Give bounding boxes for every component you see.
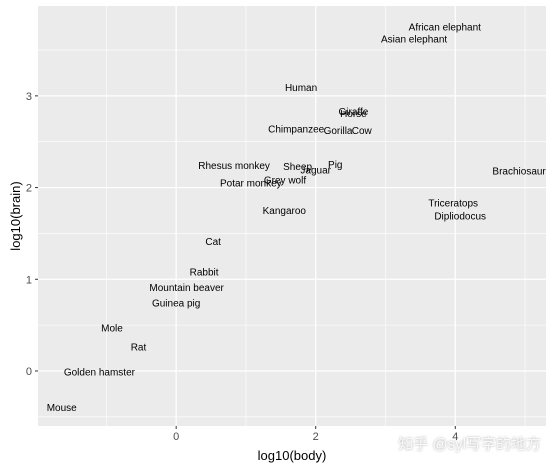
y-tick-label: 0 (26, 366, 32, 378)
point-label: Brachiosaurus (492, 167, 555, 178)
point-label: Dipliodocus (434, 212, 486, 223)
x-tick-label: 4 (452, 431, 458, 443)
watermark: 知乎 @syl写字的地方 (398, 436, 541, 453)
point-label: Cow (352, 126, 373, 137)
y-tick-label: 3 (26, 91, 32, 103)
point-label: Rat (131, 343, 147, 354)
point-label: Giraffe (338, 107, 368, 118)
grid-minor (38, 6, 546, 426)
point-label: Potar monkey (220, 178, 282, 189)
point-label: Chimpanzee (268, 124, 325, 135)
point-label: African elephant (409, 23, 481, 34)
x-axis-title: log10(body) (258, 448, 327, 463)
point-label: Mole (101, 323, 123, 334)
axis-ticks (35, 95, 456, 429)
point-label: Golden hamster (64, 367, 136, 378)
point-label: Mouse (47, 403, 77, 414)
plot-panel (38, 6, 546, 426)
point-label: Cat (205, 237, 221, 248)
x-tick-label: 0 (173, 431, 179, 443)
point-label: Horse (340, 109, 367, 120)
y-tick-label: 1 (26, 274, 32, 286)
point-label: Gorilla (324, 126, 353, 137)
point-label: Rhesus monkey (198, 161, 270, 172)
point-label: Grey wolf (264, 176, 306, 187)
y-tick-label: 2 (26, 183, 32, 195)
point-label: Sheep (283, 162, 312, 173)
point-label: Rabbit (190, 267, 219, 278)
point-label: Asian elephant (381, 35, 447, 46)
point-label: Human (285, 83, 317, 94)
point-label: Mountain beaver (149, 283, 224, 294)
axis-tick-labels: 0 2 4 0 1 2 3 (26, 91, 458, 443)
point-label: Guinea pig (152, 299, 200, 310)
point-label: Jaguar (300, 166, 331, 177)
y-axis-title: log10(brain) (8, 181, 23, 250)
grid-major (38, 6, 546, 426)
point-label: Pig (328, 160, 342, 171)
x-tick-label: 2 (313, 431, 319, 443)
point-label: Triceratops (428, 199, 478, 210)
point-label: Kangaroo (263, 206, 307, 217)
